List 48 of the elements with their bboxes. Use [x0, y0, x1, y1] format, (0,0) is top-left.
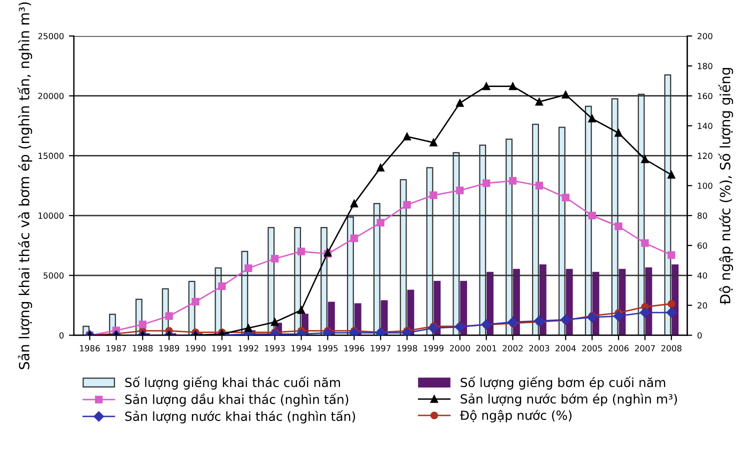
x-tick-label: 1997: [370, 345, 390, 352]
y2-tick-label: 180: [698, 62, 712, 70]
x-tick-label: 1987: [106, 345, 126, 352]
y-tick-label: 10000: [38, 212, 64, 219]
y2-tick-label: 20: [698, 302, 708, 309]
y2-tick-label: 80: [698, 212, 708, 219]
x-tick-label: 2005: [582, 345, 602, 352]
y-tick-label: 20000: [38, 92, 64, 100]
y2-tick-label: 60: [698, 242, 708, 249]
legend-label: Số lượng giếng bơm ép cuối năm: [460, 376, 666, 390]
x-tick-label: 1998: [397, 345, 418, 352]
x-tick-label: 1990: [186, 345, 206, 352]
x-tick-label: 1991: [212, 345, 232, 352]
x-tick-label: 1992: [238, 345, 258, 352]
x-tick-label: 1986: [80, 345, 100, 352]
x-tick-label: 2001: [476, 345, 496, 352]
x-tick-label: 1994: [292, 345, 312, 352]
x-tick-label: 2008: [661, 345, 682, 352]
x-tick-label: 2003: [529, 345, 550, 352]
y-axis-title: Sản lượng khai thác và bơm ép (nghìn tấn, nghìn m³): [17, 2, 32, 370]
y-tick-label: 5000: [44, 272, 64, 279]
y2-axis-title: Độ ngập nước (%), Số lượng giếng: [718, 68, 734, 304]
legend-label: Sản lượng nước khai thác (nghìn tấn): [125, 410, 356, 424]
legend-label: Độ ngập nước (%): [460, 410, 572, 422]
y2-tick-label: 0: [698, 332, 702, 339]
y-tick-label: 25000: [38, 32, 64, 40]
y2-tick-label: 100: [698, 182, 712, 189]
y2-tick-label: 160: [698, 92, 712, 100]
x-tick-label: 2006: [608, 345, 629, 352]
legend-label: Số lượng giếng khai thác cuối năm: [125, 376, 340, 390]
x-tick-label: 1988: [132, 345, 153, 352]
y2-tick-label: 40: [697, 272, 708, 279]
x-tick-label: 2004: [556, 345, 576, 352]
x-tick-label: 2007: [634, 345, 655, 352]
y2-tick-label: 120: [698, 152, 712, 159]
legend-label: Sản lượng nước bớm ép (nghìn m³): [460, 393, 677, 406]
x-tick-label: 2000: [450, 345, 470, 352]
y-tick-label: 15000: [38, 152, 64, 159]
legend-label: Sản lượng dầu khai thác (nghìn tấn): [125, 393, 348, 407]
x-tick-label: 2002: [502, 345, 523, 352]
x-tick-label: 1996: [344, 345, 364, 352]
y-tick-label: 0: [59, 332, 64, 339]
x-tick-label: 1993: [265, 345, 285, 352]
x-tick-label: 1999: [424, 345, 444, 352]
x-tick-label: 1995: [318, 345, 338, 352]
y2-tick-label: 200: [698, 32, 712, 40]
x-tick-label: 1989: [159, 345, 180, 352]
y2-tick-label: 140: [698, 122, 712, 130]
